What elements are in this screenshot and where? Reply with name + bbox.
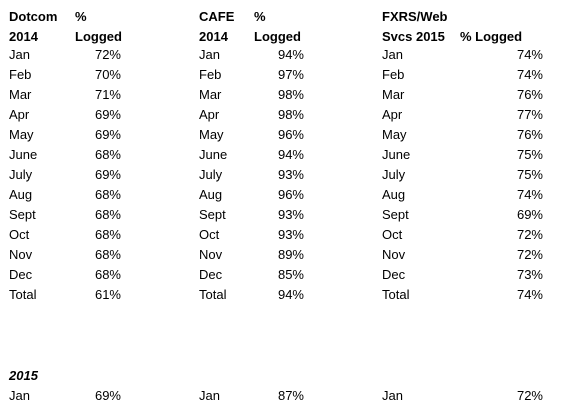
dotcom-month-label: Apr (9, 107, 30, 122)
cafe-month-label: Total (199, 287, 227, 302)
dotcom-month-label: June (9, 147, 38, 162)
fxrs-logged-value: 74% (516, 67, 543, 82)
cafe-logged-value: 98% (277, 107, 304, 122)
fxrs-logged-value: 75% (516, 147, 543, 162)
dotcom-logged-value: 68% (94, 227, 121, 242)
cafe-logged-value: 96% (277, 187, 304, 202)
dotcom-2015-logged-value: 69% (94, 388, 121, 403)
fxrs-month-label: Oct (382, 227, 403, 242)
fxrs-logged-value: 77% (516, 107, 543, 122)
dotcom-logged-value: 69% (94, 167, 121, 182)
cafe-month-label: Mar (199, 87, 222, 102)
cafe-month-label: Jan (199, 47, 220, 62)
dotcom-month-label: Oct (9, 227, 30, 242)
fxrs-value-header-line2: % Logged (460, 29, 523, 44)
fxrs-logged-value: 74% (516, 47, 543, 62)
fxrs-month-label: Total (382, 287, 410, 302)
dotcom-logged-value: 71% (94, 87, 121, 102)
dotcom-month-label: May (9, 127, 34, 142)
cafe-month-label: July (199, 167, 223, 182)
fxrs-month-label: Apr (382, 107, 403, 122)
dotcom-month-label: Dec (9, 267, 33, 282)
cafe-logged-value: 85% (277, 267, 304, 282)
fxrs-header-line1: FXRS/Web (382, 9, 448, 24)
cafe-logged-value: 94% (277, 287, 304, 302)
dotcom-value-header-line2: Logged (75, 29, 122, 44)
cafe-month-label: Aug (199, 187, 223, 202)
fxrs-2015-month-label: Jan (382, 388, 403, 403)
fxrs-month-label: Jan (382, 47, 403, 62)
dotcom-value-header-line1: % (75, 9, 87, 24)
fxrs-month-label: Sept (382, 207, 409, 222)
cafe-logged-value: 94% (277, 47, 304, 62)
dotcom-logged-value: 68% (94, 267, 121, 282)
cafe-month-label: Feb (199, 67, 222, 82)
cafe-logged-value: 97% (277, 67, 304, 82)
dotcom-logged-value: 72% (94, 47, 121, 62)
cafe-header-line1: CAFE (199, 9, 235, 24)
cafe-month-label: Dec (199, 267, 223, 282)
cafe-2015-logged-value: 87% (277, 388, 304, 403)
fxrs-logged-value: 76% (516, 87, 543, 102)
cafe-month-label: Sept (199, 207, 226, 222)
dotcom-month-label: Total (9, 287, 37, 302)
dotcom-header-line1: Dotcom (9, 9, 58, 24)
cafe-logged-value: 89% (277, 247, 304, 262)
fxrs-logged-value: 72% (516, 247, 543, 262)
cafe-2015-month-label: Jan (199, 388, 220, 403)
cafe-value-header-line2: Logged (254, 29, 301, 44)
cafe-logged-value: 93% (277, 167, 304, 182)
cafe-month-label: Apr (199, 107, 220, 122)
dotcom-month-label: Feb (9, 67, 32, 82)
fxrs-month-label: Aug (382, 187, 406, 202)
fxrs-month-label: Mar (382, 87, 405, 102)
cafe-month-label: June (199, 147, 228, 162)
dotcom-month-label: Sept (9, 207, 36, 222)
cafe-month-label: Oct (199, 227, 220, 242)
fxrs-month-label: July (382, 167, 406, 182)
cafe-logged-value: 93% (277, 207, 304, 222)
fxrs-month-label: Feb (382, 67, 405, 82)
cafe-logged-value: 93% (277, 227, 304, 242)
cafe-month-label: Nov (199, 247, 223, 262)
fxrs-logged-value: 76% (516, 127, 543, 142)
dotcom-month-label: Mar (9, 87, 32, 102)
cafe-header-line2: 2014 (199, 29, 228, 44)
cafe-logged-value: 98% (277, 87, 304, 102)
dotcom-month-label: Jan (9, 47, 30, 62)
dotcom-month-label: July (9, 167, 33, 182)
fxrs-logged-value: 74% (516, 187, 543, 202)
dotcom-2015-month-label: Jan (9, 388, 30, 403)
dotcom-logged-value: 68% (94, 247, 121, 262)
fxrs-logged-value: 69% (516, 207, 543, 222)
fxrs-month-label: May (382, 127, 407, 142)
dotcom-logged-value: 70% (94, 67, 121, 82)
fxrs-logged-value: 72% (516, 227, 543, 242)
fxrs-2015-logged-value: 72% (516, 388, 543, 403)
fxrs-month-label: June (382, 147, 411, 162)
dotcom-month-label: Aug (9, 187, 33, 202)
dotcom-logged-value: 69% (94, 107, 121, 122)
fxrs-logged-value: 74% (516, 287, 543, 302)
dotcom-month-label: Nov (9, 247, 33, 262)
section-2015-title: 2015 (9, 368, 38, 383)
cafe-month-label: May (199, 127, 224, 142)
cafe-logged-value: 96% (277, 127, 304, 142)
dotcom-logged-value: 68% (94, 147, 121, 162)
fxrs-header-line2: Svcs 2015 (382, 29, 445, 44)
dotcom-logged-value: 68% (94, 187, 121, 202)
dotcom-logged-value: 69% (94, 127, 121, 142)
fxrs-month-label: Nov (382, 247, 406, 262)
fxrs-logged-value: 73% (516, 267, 543, 282)
cafe-logged-value: 94% (277, 147, 304, 162)
cafe-value-header-line1: % (254, 9, 266, 24)
fxrs-month-label: Dec (382, 267, 406, 282)
fxrs-logged-value: 75% (516, 167, 543, 182)
dotcom-header-line2: 2014 (9, 29, 38, 44)
dotcom-logged-value: 68% (94, 207, 121, 222)
dotcom-logged-value: 61% (94, 287, 121, 302)
